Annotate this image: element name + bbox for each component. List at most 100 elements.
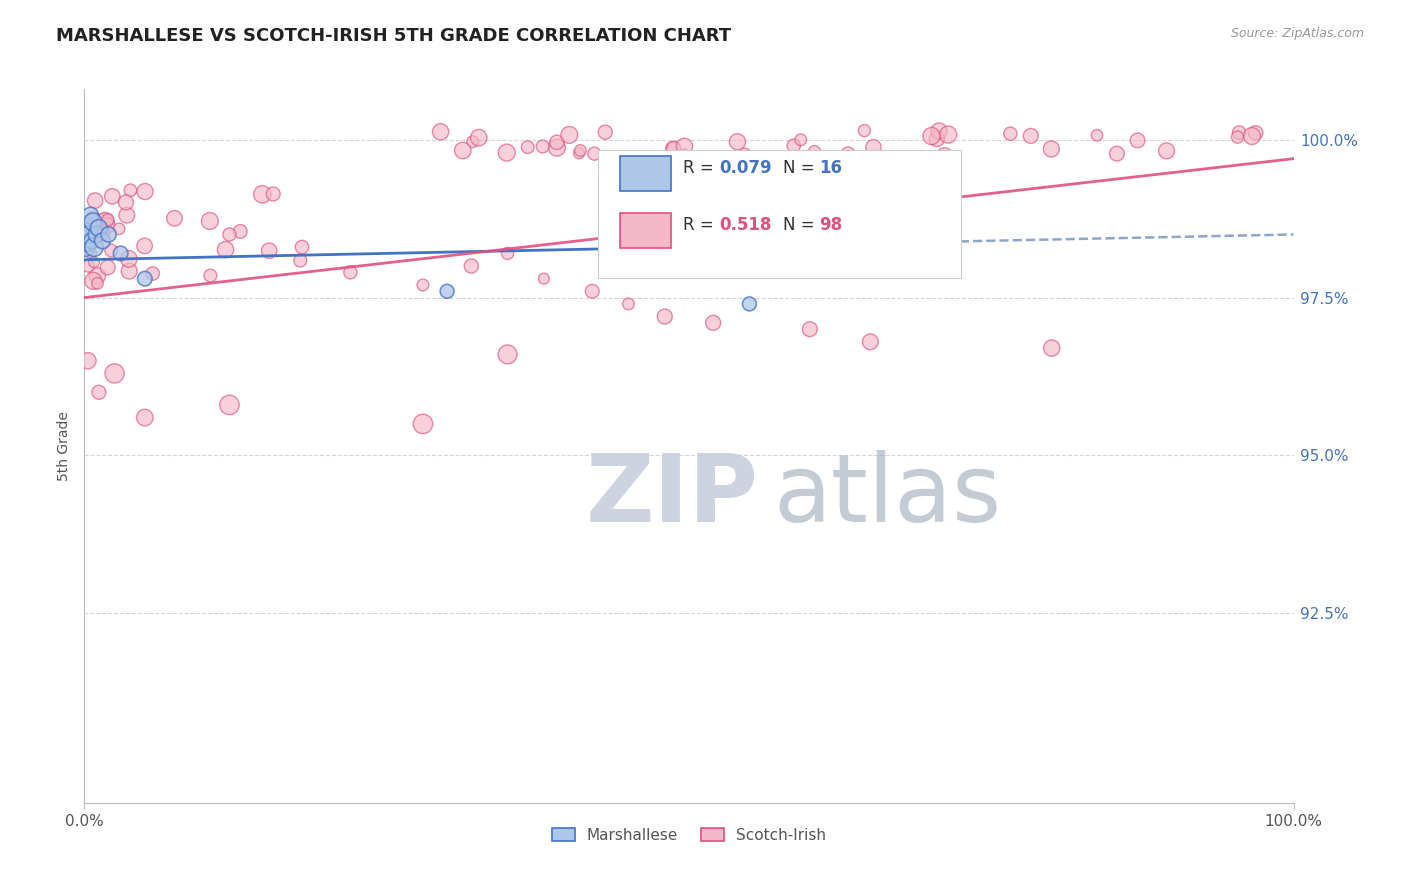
Text: 0.518: 0.518	[720, 217, 772, 235]
Point	[290, 253, 312, 268]
Point	[928, 124, 950, 138]
Point	[702, 316, 724, 330]
Point	[257, 244, 280, 258]
FancyBboxPatch shape	[599, 150, 962, 278]
Point	[617, 297, 640, 311]
Point	[531, 139, 554, 153]
Point	[163, 211, 186, 226]
Point	[77, 259, 100, 273]
Point	[100, 244, 122, 258]
Point	[1000, 127, 1022, 141]
Point	[436, 285, 458, 299]
Point	[1040, 341, 1063, 355]
Text: MARSHALLESE VS SCOTCH-IRISH 5TH GRADE CORRELATION CHART: MARSHALLESE VS SCOTCH-IRISH 5TH GRADE CO…	[56, 27, 731, 45]
Point	[76, 234, 98, 248]
Point	[82, 215, 104, 229]
Point	[460, 259, 482, 273]
Point	[83, 240, 105, 254]
Point	[412, 417, 434, 431]
Point	[1226, 130, 1249, 145]
Point	[733, 147, 755, 161]
Point	[134, 239, 156, 253]
Point	[86, 227, 108, 242]
Text: 16: 16	[820, 160, 842, 178]
Point	[461, 135, 484, 149]
Point	[97, 227, 120, 242]
Point	[93, 214, 115, 228]
Point	[108, 222, 131, 236]
Text: N =: N =	[783, 217, 820, 235]
Point	[134, 185, 156, 199]
Point	[1227, 126, 1250, 140]
Point	[339, 265, 361, 279]
Point	[673, 139, 696, 153]
Point	[86, 268, 108, 283]
Point	[1156, 144, 1178, 158]
Point	[790, 133, 813, 147]
Text: 98: 98	[820, 217, 842, 235]
Point	[75, 224, 97, 238]
Point	[87, 385, 110, 400]
Point	[214, 243, 236, 257]
FancyBboxPatch shape	[620, 155, 671, 191]
Point	[569, 144, 592, 158]
Point	[90, 226, 112, 240]
Point	[77, 353, 100, 368]
Text: Source: ZipAtlas.com: Source: ZipAtlas.com	[1230, 27, 1364, 40]
Text: N =: N =	[783, 160, 820, 178]
Point	[654, 310, 676, 324]
Point	[738, 297, 761, 311]
Text: atlas: atlas	[773, 450, 1002, 542]
Point	[97, 260, 120, 275]
Point	[94, 214, 117, 228]
Point	[451, 144, 474, 158]
Point	[516, 140, 538, 154]
Point	[229, 224, 252, 238]
Point	[803, 145, 825, 159]
Point	[837, 147, 859, 161]
Point	[533, 271, 555, 285]
Point	[546, 141, 568, 155]
Point	[77, 221, 100, 235]
Point	[96, 219, 118, 233]
Text: R =: R =	[683, 217, 718, 235]
Point	[862, 140, 884, 154]
Point	[1019, 128, 1042, 143]
Point	[291, 240, 314, 254]
Point	[262, 186, 284, 201]
Point	[727, 135, 749, 149]
Point	[412, 277, 434, 292]
Point	[859, 334, 882, 349]
Point	[252, 187, 274, 202]
Point	[110, 246, 132, 260]
Text: 0.079: 0.079	[720, 160, 772, 178]
Point	[83, 255, 105, 269]
Point	[1126, 133, 1149, 147]
Point	[799, 322, 821, 336]
Point	[104, 367, 127, 381]
Point	[82, 274, 104, 288]
Point	[934, 148, 956, 162]
Point	[853, 123, 876, 137]
Point	[77, 227, 100, 242]
Point	[936, 128, 959, 142]
Point	[118, 252, 141, 266]
Point	[115, 195, 138, 210]
Point	[134, 410, 156, 425]
Point	[558, 128, 581, 142]
Point	[80, 234, 103, 248]
Point	[79, 245, 101, 260]
Point	[568, 146, 591, 161]
Point	[673, 147, 696, 161]
Point	[97, 212, 120, 227]
Point	[583, 146, 606, 161]
Point	[218, 227, 240, 242]
Text: ZIP: ZIP	[586, 450, 759, 542]
Point	[115, 208, 138, 222]
Point	[79, 209, 101, 223]
Point	[921, 128, 943, 143]
Point	[783, 138, 806, 153]
Y-axis label: 5th Grade: 5th Grade	[58, 411, 72, 481]
Point	[198, 214, 221, 228]
Point	[118, 264, 141, 278]
